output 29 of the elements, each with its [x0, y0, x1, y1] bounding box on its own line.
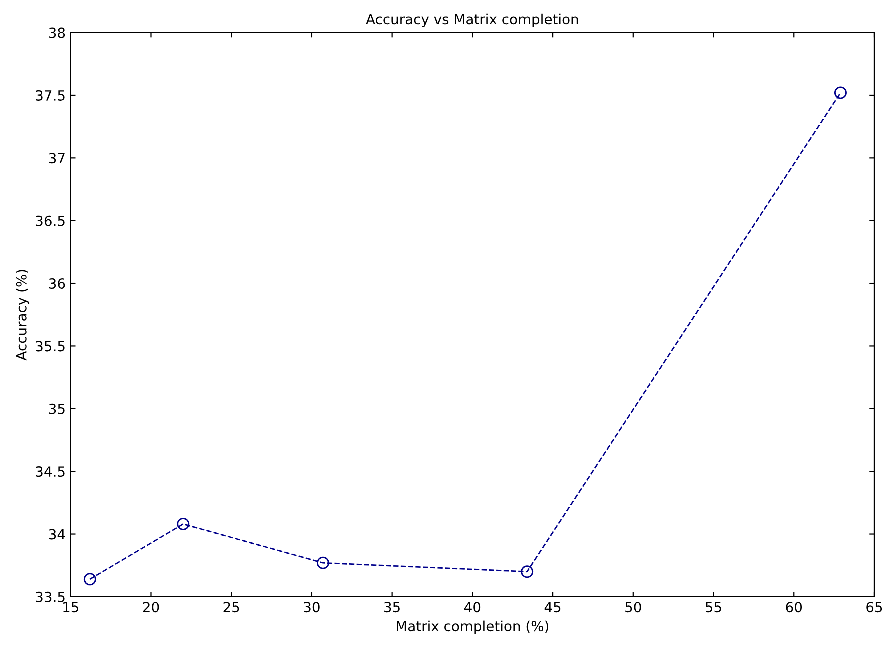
- x-tick-label: 25: [224, 602, 240, 613]
- y-tick-label: 33.5: [36, 592, 65, 602]
- x-tick-label: 15: [64, 602, 79, 613]
- y-tick-label: 34.5: [36, 466, 65, 478]
- y-tick-label: 35: [49, 404, 65, 414]
- x-tick-label: 40: [464, 602, 481, 613]
- y-tick-label: 35.5: [36, 341, 65, 352]
- x-tick-label: 60: [786, 602, 802, 613]
- point: [177, 518, 190, 530]
- x-tick-label: 30: [304, 602, 320, 613]
- point: [521, 566, 534, 578]
- y-tick-label: 34: [49, 529, 66, 540]
- x-tick-label: 50: [626, 602, 642, 613]
- point: [316, 556, 330, 570]
- point: [84, 573, 96, 586]
- y-axis-title: Accuracy (%): [16, 270, 30, 361]
- y-tick-label: 37: [49, 153, 65, 164]
- x-tick-label: 55: [706, 602, 722, 613]
- x-axis-title: Matrix completion (%): [397, 620, 549, 634]
- y-tick-label: 37.5: [36, 90, 65, 101]
- chart-title: Accuracy vs Matrix completion: [366, 14, 578, 28]
- x-tick-label: 35: [384, 602, 400, 613]
- point: [834, 86, 847, 100]
- x-tick-label: 45: [544, 602, 561, 613]
- y-tick-label: 36: [49, 278, 66, 290]
- y-tick-label: 38: [49, 28, 66, 38]
- y-tick-label: 36.5: [36, 216, 65, 226]
- x-tick-label: 65: [866, 602, 882, 613]
- x-tick-label: 20: [143, 602, 160, 613]
